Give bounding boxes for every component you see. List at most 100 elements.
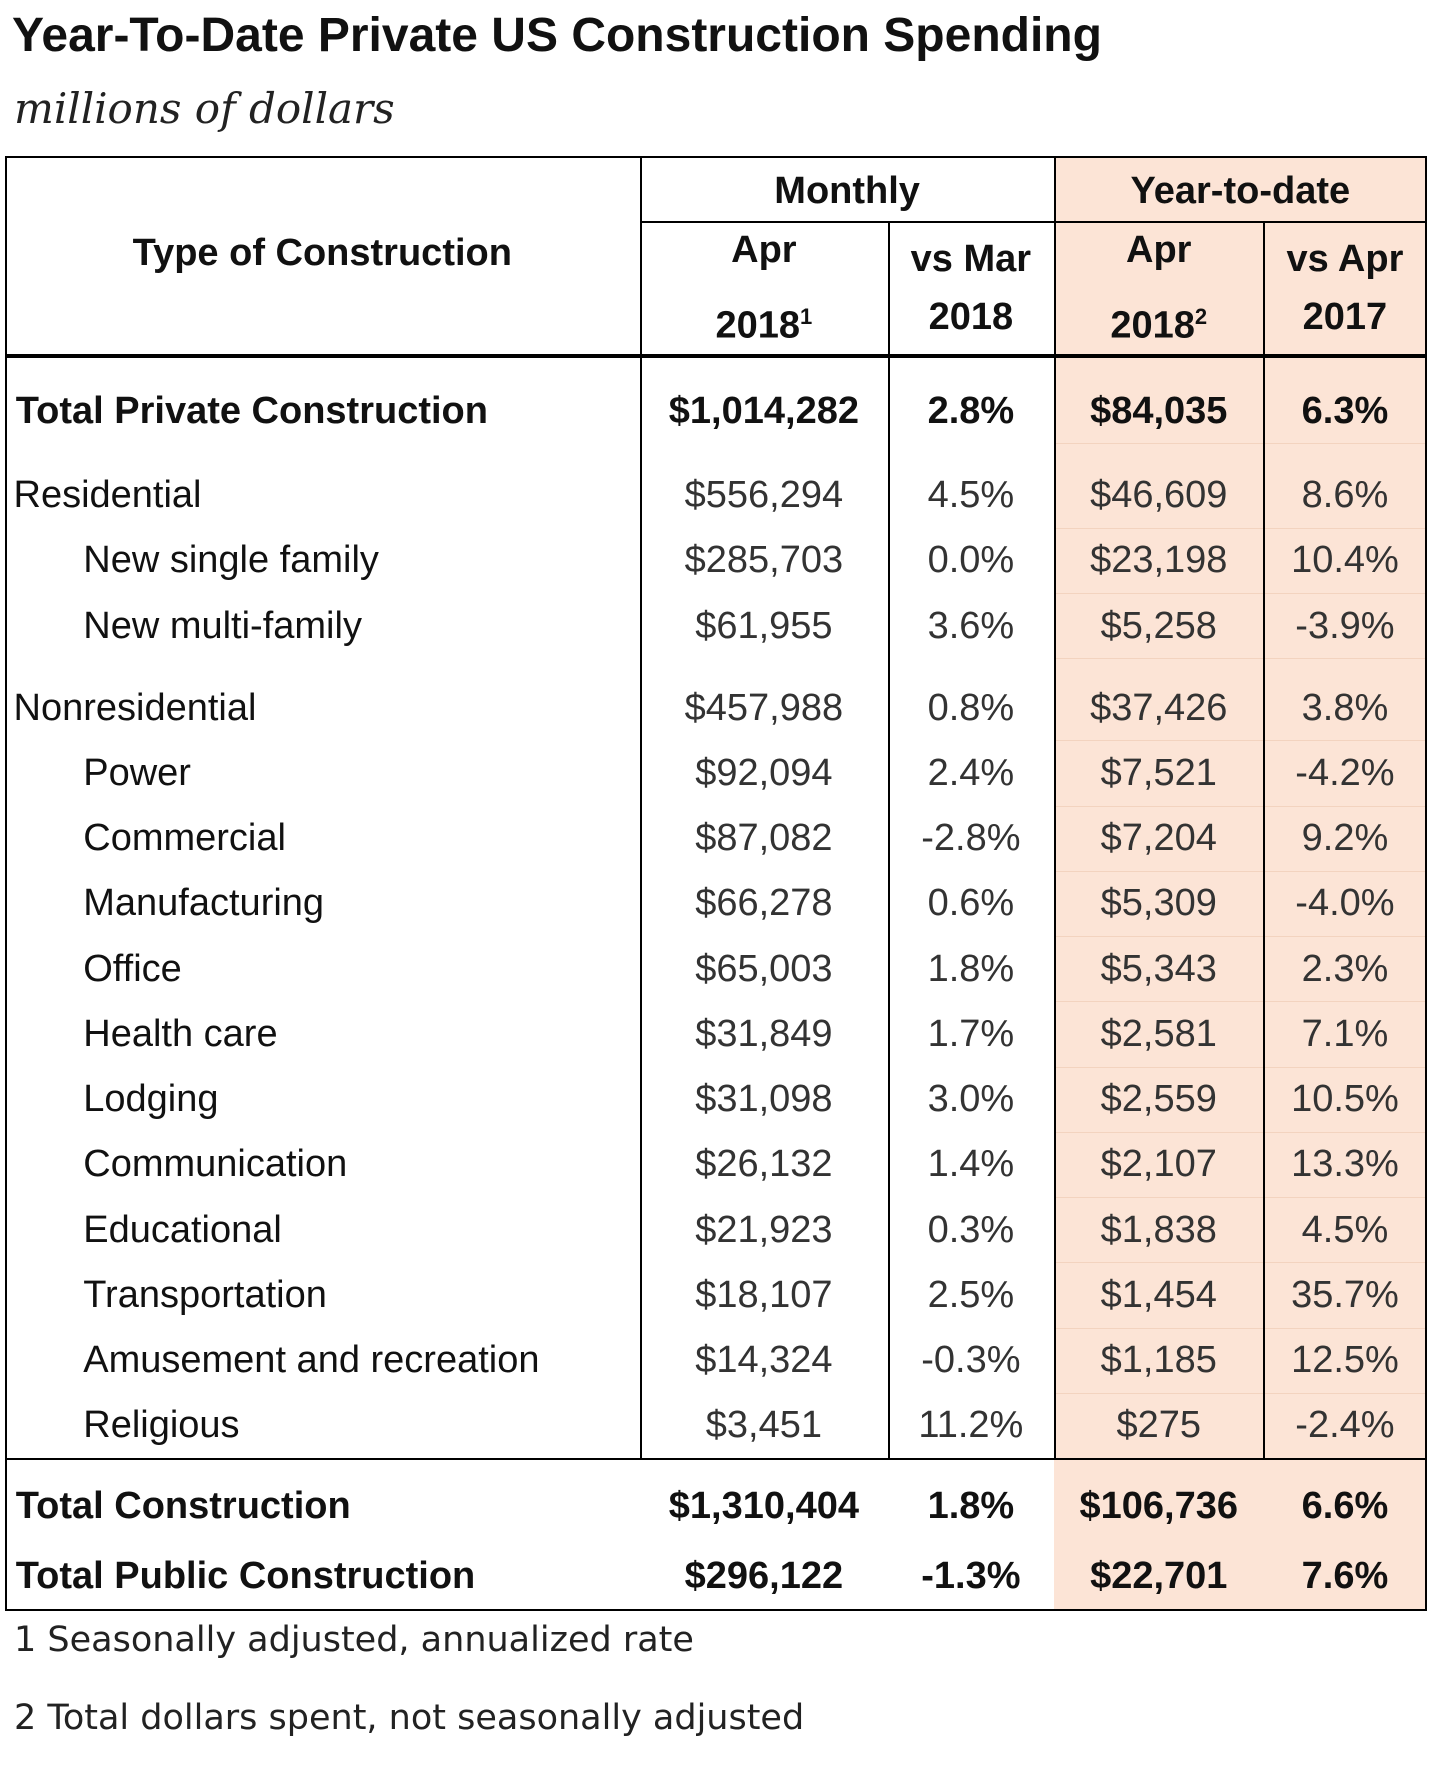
cell-value: -4.2% — [1295, 751, 1395, 794]
row-line — [1054, 1392, 1427, 1394]
row-line — [1054, 936, 1427, 937]
row-label: Educational — [83, 1208, 282, 1251]
ytd-background — [1054, 156, 1427, 1609]
cell-value: 4.5% — [927, 474, 1015, 516]
cell-value: $22,701 — [1090, 1555, 1228, 1598]
row-line — [1054, 1131, 1427, 1133]
cell-value: 7.6% — [1301, 1555, 1389, 1598]
cell-value: -2.4% — [1295, 1404, 1395, 1447]
cell-value: 2.5% — [927, 1273, 1015, 1316]
row-label: Power — [83, 751, 191, 794]
cell-value: 3.0% — [927, 1078, 1015, 1121]
group-header: Year-to-date — [1130, 170, 1351, 213]
footnote-mark: 1 — [800, 304, 813, 330]
column-header: 2018 — [928, 296, 1014, 339]
row-label: New multi-family — [83, 604, 362, 647]
row-label: Communication — [83, 1143, 348, 1186]
cell-value: $87,082 — [695, 817, 833, 860]
cell-value: -2.8% — [921, 817, 1021, 860]
row-label: New single family — [83, 539, 379, 582]
cell-value: $66,278 — [695, 882, 833, 925]
rule — [887, 220, 890, 1458]
cell-value: $2,581 — [1100, 1012, 1217, 1055]
cell-value: 6.3% — [1301, 389, 1389, 432]
row-label: Transportation — [83, 1273, 327, 1316]
rule — [1054, 156, 1057, 1458]
row-line — [1054, 1197, 1427, 1198]
cell-value: $1,185 — [1100, 1339, 1217, 1382]
cell-value: 1.7% — [927, 1012, 1015, 1055]
cell-value: 2.8% — [927, 389, 1015, 432]
column-header: Apr — [731, 228, 797, 271]
row-label: Health care — [83, 1012, 278, 1055]
cell-value: $457,988 — [684, 686, 844, 729]
cell-value: $18,107 — [695, 1273, 833, 1316]
cell-value: $3,451 — [705, 1404, 822, 1447]
cell-value: $26,132 — [695, 1143, 833, 1186]
cell-value: $1,838 — [1100, 1208, 1217, 1251]
footnote: 1 Seasonally adjusted, annualized rate — [14, 1620, 694, 1660]
row-line — [1054, 805, 1427, 807]
subtitle: millions of dollars — [14, 84, 395, 133]
cell-value: $21,923 — [695, 1208, 833, 1251]
cell-value: -1.3% — [921, 1555, 1021, 1598]
cell-value: $37,426 — [1090, 686, 1228, 729]
column-header: 2017 — [1302, 296, 1388, 339]
cell-value: $23,198 — [1090, 539, 1228, 582]
column-header: Apr — [1126, 228, 1192, 271]
row-line — [1054, 1001, 1427, 1003]
rule — [1263, 220, 1266, 1458]
cell-value: 7.1% — [1301, 1012, 1389, 1055]
group-header: Monthly — [774, 170, 920, 213]
row-line — [1054, 870, 1427, 872]
row-label: Total Public Construction — [15, 1555, 476, 1598]
rule — [4, 1608, 1427, 1611]
cell-value: -3.9% — [1295, 604, 1395, 647]
cell-value: 1.8% — [927, 947, 1015, 990]
row-line — [1054, 592, 1427, 594]
cell-value: 0.8% — [927, 686, 1015, 729]
cell-value: $46,609 — [1090, 474, 1228, 516]
cell-value: 0.6% — [927, 882, 1015, 925]
cell-value: 8.6% — [1301, 474, 1389, 516]
cell-value: 3.6% — [927, 604, 1015, 647]
cell-value: $1,454 — [1100, 1273, 1217, 1316]
column-header: 20181 — [715, 304, 813, 347]
rule — [640, 156, 643, 1458]
column-header: Type of Construction — [132, 232, 512, 275]
cell-value: 12.5% — [1291, 1339, 1399, 1382]
row-label: Residential — [13, 474, 202, 516]
column-header: 20182 — [1110, 304, 1208, 347]
cell-value: $275 — [1116, 1404, 1202, 1447]
cell-value: -0.3% — [921, 1339, 1021, 1382]
cell-value: $31,849 — [695, 1012, 833, 1055]
row-label: Manufacturing — [83, 882, 325, 925]
row-line — [1054, 1262, 1427, 1264]
rule — [640, 220, 1427, 223]
cell-value: $14,324 — [695, 1339, 833, 1382]
cell-value: 11.2% — [918, 1404, 1024, 1447]
column-header: vs Apr — [1286, 237, 1404, 280]
column-header: vs Mar — [910, 237, 1032, 280]
cell-value: 13.3% — [1291, 1143, 1399, 1186]
row-line — [1054, 1066, 1427, 1068]
row-line — [1054, 443, 1427, 445]
cell-value: $285,703 — [684, 539, 844, 582]
row-line — [1054, 1327, 1427, 1329]
row-label: Commercial — [83, 817, 286, 860]
cell-value: $1,310,404 — [668, 1485, 859, 1528]
cell-value: $5,258 — [1100, 604, 1217, 647]
cell-value: 0.0% — [927, 539, 1015, 582]
rule — [4, 1458, 1427, 1460]
cell-value: $5,309 — [1100, 882, 1217, 925]
cell-value: $92,094 — [695, 751, 833, 794]
cell-value: $7,521 — [1100, 751, 1217, 794]
cell-value: 4.5% — [1301, 1208, 1389, 1251]
cell-value: 2.4% — [927, 751, 1015, 794]
cell-value: 2.3% — [1301, 947, 1389, 990]
cell-value: $2,559 — [1100, 1078, 1217, 1121]
cell-value: $5,343 — [1100, 947, 1217, 990]
cell-value: $296,122 — [684, 1555, 844, 1598]
cell-value: $31,098 — [695, 1078, 833, 1121]
